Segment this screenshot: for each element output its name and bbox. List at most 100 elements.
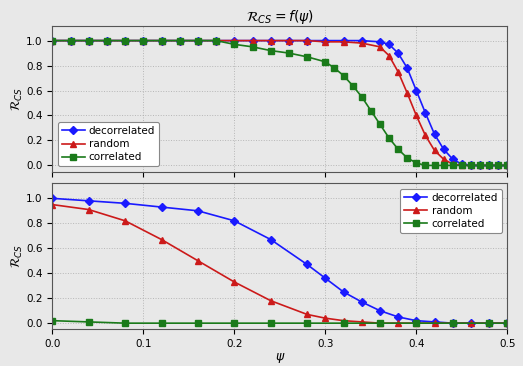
decorrelated (158, 38, 165, 43)
random (304, 312, 310, 317)
correlated (431, 163, 438, 168)
random (395, 321, 401, 325)
correlated (268, 48, 274, 53)
random (195, 38, 201, 43)
correlated (86, 320, 92, 324)
correlated (377, 321, 383, 325)
decorrelated (413, 318, 419, 323)
random (486, 163, 492, 168)
X-axis label: $\psi$: $\psi$ (275, 351, 285, 365)
random (158, 237, 165, 242)
correlated (450, 163, 456, 168)
random (422, 133, 428, 138)
random (486, 321, 492, 325)
random (249, 38, 256, 43)
random (304, 38, 310, 43)
correlated (495, 163, 502, 168)
random (377, 45, 383, 49)
correlated (359, 94, 365, 99)
random (122, 38, 128, 43)
correlated (304, 55, 310, 59)
random (413, 113, 419, 118)
decorrelated (340, 290, 347, 294)
correlated (404, 156, 411, 160)
decorrelated (104, 38, 110, 43)
correlated (231, 42, 237, 46)
decorrelated (322, 276, 328, 280)
decorrelated (459, 162, 465, 167)
decorrelated (468, 321, 474, 325)
correlated (231, 321, 237, 325)
correlated (331, 66, 337, 70)
decorrelated (422, 111, 428, 115)
decorrelated (495, 163, 502, 168)
Line: random: random (50, 202, 510, 326)
decorrelated (504, 163, 510, 168)
correlated (422, 163, 428, 168)
correlated (377, 122, 383, 126)
correlated (122, 38, 128, 43)
correlated (140, 38, 146, 43)
decorrelated (249, 38, 256, 43)
random (504, 163, 510, 168)
correlated (322, 60, 328, 64)
random (213, 38, 219, 43)
decorrelated (386, 42, 392, 46)
Legend: decorrelated, random, correlated: decorrelated, random, correlated (400, 188, 502, 233)
decorrelated (440, 147, 447, 152)
decorrelated (304, 262, 310, 267)
decorrelated (431, 320, 438, 324)
correlated (477, 163, 483, 168)
decorrelated (377, 309, 383, 313)
Title: $\mathcal{R}_{CS}=f(\psi)$: $\mathcal{R}_{CS}=f(\psi)$ (246, 8, 314, 26)
decorrelated (158, 205, 165, 209)
decorrelated (477, 163, 483, 168)
random (286, 38, 292, 43)
random (450, 321, 456, 325)
random (49, 38, 55, 43)
random (431, 321, 438, 325)
correlated (386, 136, 392, 140)
decorrelated (140, 38, 146, 43)
correlated (286, 51, 292, 55)
decorrelated (377, 40, 383, 44)
correlated (158, 321, 165, 325)
random (104, 38, 110, 43)
correlated (486, 163, 492, 168)
correlated (504, 163, 510, 168)
decorrelated (231, 219, 237, 223)
random (231, 280, 237, 284)
correlated (67, 38, 74, 43)
correlated (450, 321, 456, 325)
decorrelated (359, 300, 365, 304)
correlated (104, 38, 110, 43)
correlated (440, 163, 447, 168)
decorrelated (413, 88, 419, 93)
random (49, 202, 55, 207)
Line: decorrelated: decorrelated (50, 38, 510, 168)
Line: correlated: correlated (50, 38, 510, 168)
correlated (504, 321, 510, 325)
decorrelated (468, 163, 474, 168)
random (231, 38, 237, 43)
decorrelated (340, 38, 347, 43)
random (495, 163, 502, 168)
decorrelated (450, 157, 456, 161)
decorrelated (49, 196, 55, 201)
random (177, 38, 183, 43)
correlated (177, 38, 183, 43)
random (459, 163, 465, 168)
correlated (459, 163, 465, 168)
random (377, 321, 383, 325)
Y-axis label: $\mathcal{R}_{CS}$: $\mathcal{R}_{CS}$ (9, 244, 25, 269)
Y-axis label: $\mathcal{R}_{CS}$: $\mathcal{R}_{CS}$ (9, 86, 25, 111)
decorrelated (86, 199, 92, 203)
correlated (368, 108, 374, 113)
decorrelated (268, 237, 274, 242)
random (431, 148, 438, 153)
correlated (122, 321, 128, 325)
decorrelated (359, 38, 365, 43)
random (322, 40, 328, 44)
decorrelated (86, 38, 92, 43)
decorrelated (395, 51, 401, 55)
